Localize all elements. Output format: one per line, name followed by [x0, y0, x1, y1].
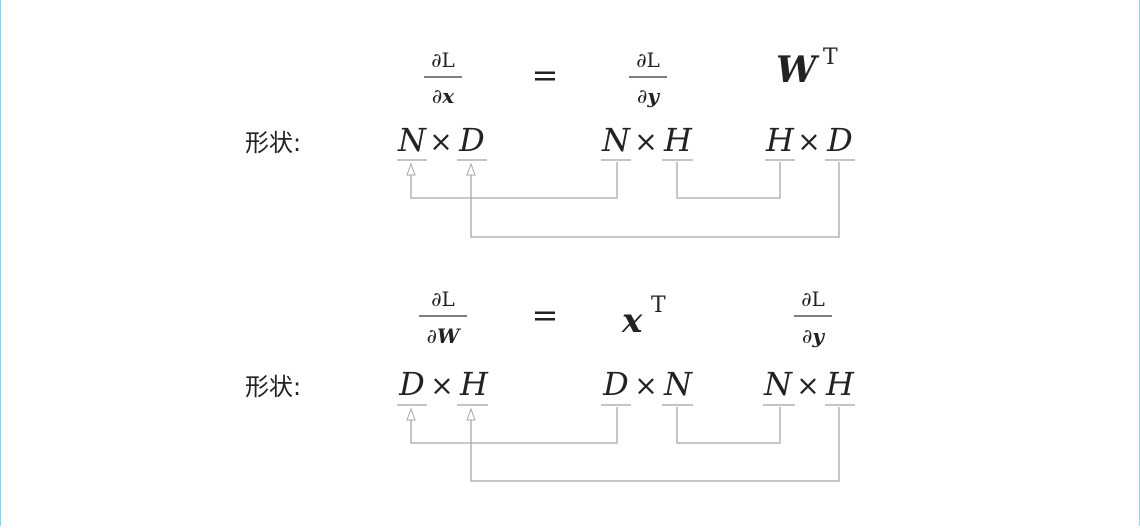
lhs-den-prefix-1: ∂: [432, 84, 442, 108]
shape-dim-term1-rows-1: N: [601, 121, 631, 159]
shape-dim-lhs-cols-2: H: [459, 365, 489, 403]
lhs-numerator-2: ∂L: [431, 287, 455, 311]
arrow-up-icon: [406, 407, 416, 421]
svg-text:W: W: [776, 49, 820, 91]
term2-fraction-2: ∂L ∂y: [794, 287, 832, 348]
shape-dim-term1-cols-2: N: [663, 365, 693, 403]
shape-dim-term1-rows-2: D: [602, 365, 629, 403]
term2-numerator-2: ∂L: [801, 287, 825, 311]
connectors-2: [406, 407, 840, 482]
term1-fraction-1: ∂L ∂y: [629, 48, 667, 108]
arrow-up-icon: [466, 162, 476, 176]
times-symbol: ×: [796, 369, 819, 402]
equation-2: ∂L ∂W = x T ∂L ∂y: [419, 287, 832, 348]
transpose-superscript-2: T: [651, 293, 666, 318]
svg-text:∂L: ∂L: [636, 48, 660, 72]
lhs-numerator-1: ∂L: [431, 48, 455, 72]
svg-text:∂L: ∂L: [801, 287, 825, 311]
times-symbol: ×: [634, 369, 657, 402]
connector-inner: [676, 162, 781, 199]
weight-matrix-W: W: [776, 49, 820, 91]
equals-sign-1: =: [532, 56, 559, 94]
term2-den-prefix-2: ∂: [802, 324, 812, 348]
term1-den-prefix-1: ∂: [637, 84, 647, 108]
lhs-den-var-2: W: [437, 324, 462, 348]
shape-dim-lhs-rows-2: D: [398, 365, 425, 403]
input-vector-x: x: [621, 301, 643, 341]
term1-numerator-1: ∂L: [636, 48, 660, 72]
shape-label-2: 形状:: [245, 373, 301, 401]
shapes-row-1: N × D N × H H × D: [397, 121, 855, 161]
term1-den-var-1: y: [646, 84, 660, 108]
times-symbol: ×: [634, 125, 657, 158]
shape-dim-term2-cols-2: H: [825, 365, 855, 403]
shape-dim-term2-cols-1: D: [826, 121, 853, 159]
connector-cols: [470, 162, 840, 238]
svg-text:∂L: ∂L: [431, 48, 455, 72]
term2-den-var-2: y: [811, 324, 825, 348]
svg-text:x: x: [621, 301, 643, 341]
lhs-fraction-1: ∂L ∂x: [424, 48, 462, 108]
times-symbol: ×: [797, 125, 820, 158]
shape-dim-term2-rows-1: H: [765, 121, 795, 159]
times-symbol: ×: [429, 125, 452, 158]
shape-dim-lhs-rows-1: N: [397, 121, 427, 159]
shape-dim-term1-cols-1: H: [663, 121, 693, 159]
lhs-den-prefix-2: ∂: [427, 324, 437, 348]
connector-cols: [470, 407, 840, 482]
lhs-fraction-2: ∂L ∂W: [419, 287, 467, 348]
arrow-up-icon: [466, 407, 476, 421]
svg-text:∂x: ∂x: [432, 84, 455, 108]
arrow-up-icon: [406, 162, 416, 176]
connector-inner: [676, 407, 781, 444]
shapes-row-2: D × H D × N N × H: [397, 365, 855, 406]
shape-label-1: 形状:: [245, 129, 301, 157]
times-symbol: ×: [430, 369, 453, 402]
equals-sign-2: =: [532, 296, 559, 334]
connectors-1: [406, 162, 840, 238]
shape-dim-term2-rows-2: N: [763, 365, 793, 403]
connector-rows: [410, 407, 618, 444]
svg-text:∂W: ∂W: [427, 324, 462, 348]
lhs-den-var-1: x: [441, 84, 455, 108]
svg-text:∂y: ∂y: [802, 324, 825, 348]
transpose-superscript-1: T: [823, 45, 838, 70]
shape-dim-lhs-cols-1: D: [458, 121, 485, 159]
connector-rows: [410, 162, 618, 199]
svg-text:∂y: ∂y: [637, 84, 660, 108]
equation-1: ∂L ∂x = ∂L ∂y W T: [424, 45, 838, 108]
svg-text:∂L: ∂L: [431, 287, 455, 311]
